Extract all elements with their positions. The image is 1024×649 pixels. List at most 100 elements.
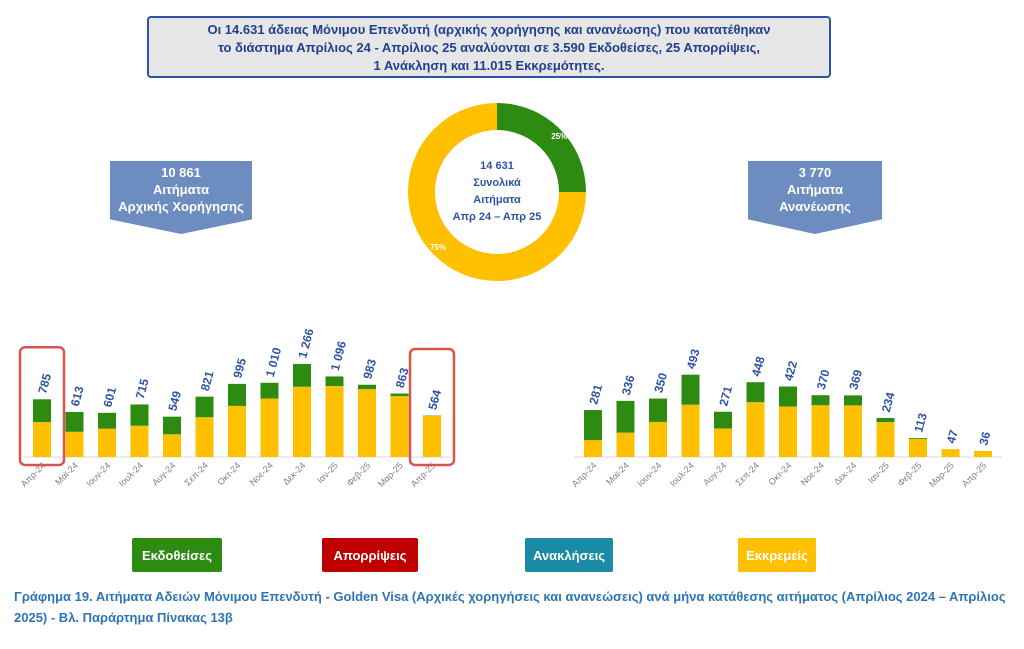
highlight-frame	[18, 346, 66, 467]
bar-total-label: 549	[165, 389, 184, 412]
bar-total-label: 370	[814, 368, 833, 391]
donut-center-label: Απρ 24 – Απρ 25	[453, 211, 542, 223]
bar-total-label: 601	[100, 385, 119, 408]
x-tick-label: Φεβ-25	[896, 460, 924, 488]
bar-segment-pending	[358, 389, 376, 457]
x-tick-label: Ιουλ-24	[117, 460, 145, 488]
bar-segment-issued	[746, 382, 765, 403]
bar-segment-issued	[811, 395, 830, 406]
x-tick-label: Οκτ-24	[766, 460, 793, 487]
bar-segment-pending	[33, 422, 51, 457]
bar-total-label: 564	[425, 388, 444, 411]
bar-segment-issued	[844, 395, 862, 406]
bar-segment-pending	[909, 438, 927, 457]
x-tick-label: Ιαν-25	[866, 460, 891, 485]
bar-segment-pending	[260, 398, 279, 457]
bar-total-label: 613	[68, 384, 87, 407]
bar-total-label: 36	[976, 430, 993, 447]
bar-segment-pending	[876, 422, 895, 457]
bar-total-label: 1 096	[328, 339, 349, 372]
renewal-requests-banner: 3 770 Αιτήματα Ανανέωσης	[748, 161, 882, 234]
bar-total-label: 785	[35, 372, 54, 395]
bar-total-label: 448	[749, 355, 768, 378]
bar-total-label: 863	[393, 366, 412, 389]
x-tick-label: Αυγ-24	[701, 460, 728, 487]
x-tick-label: Απρ-24	[570, 460, 599, 489]
bar-segment-issued	[130, 404, 149, 426]
bar-segment-issued	[260, 382, 279, 399]
bar-segment-pending	[974, 450, 992, 457]
summary-line-3: 1 Ανάκληση και 11.015 Εκκρεμότητες.	[373, 58, 605, 73]
bar-total-label: 234	[879, 390, 898, 413]
legend-issued: Εκδοθείσες	[132, 538, 222, 572]
summary-line-2: το διάστημα Απρίλιος 24 - Απρίλιος 25 αν…	[218, 40, 760, 55]
bar-total-label: 1 266	[295, 327, 316, 360]
bar-segment-pending	[584, 440, 602, 457]
x-tick-label: Ιουν-24	[84, 460, 112, 488]
bar-total-label: 113	[911, 411, 930, 434]
bar-segment-issued	[779, 386, 797, 407]
bar-total-label: 983	[360, 357, 379, 380]
bar-segment-pending	[65, 431, 84, 457]
bar-segment-pending	[325, 385, 344, 457]
bar-segment-pending	[228, 405, 246, 457]
renewal-requests-count: 3 770	[798, 165, 832, 180]
bar-segment-issued	[649, 398, 667, 422]
bar-segment-issued	[65, 411, 84, 432]
x-tick-label: Ιουν-24	[635, 460, 663, 488]
bar-total-label: 281	[586, 383, 605, 406]
initial-requests-label-2: Αρχικής Χορήγησης	[118, 199, 244, 214]
bar-segment-issued	[876, 417, 895, 423]
bar-total-label: 493	[684, 347, 703, 370]
bar-segment-issued	[584, 410, 602, 441]
x-tick-label: Σεπ-24	[733, 460, 760, 487]
donut-center-label: Αιτήματα	[473, 194, 521, 206]
bar-segment-pending	[779, 406, 797, 457]
bar-segment-issued	[681, 374, 700, 405]
bar-segment-issued	[616, 400, 635, 433]
bar-segment-pending	[746, 402, 765, 457]
initial-requests-count: 10 861	[161, 165, 201, 180]
bar-segment-pending	[98, 428, 116, 457]
bar-total-label: 995	[230, 356, 249, 379]
x-tick-label: Μαϊ-24	[604, 460, 631, 487]
x-tick-label: Αυγ-24	[150, 460, 177, 487]
x-tick-label: Ιαν-25	[315, 460, 340, 485]
bar-segment-pending	[649, 421, 667, 457]
bar-segment-pending	[390, 396, 409, 457]
bar-segment-pending	[130, 425, 149, 457]
bar-segment-issued	[390, 393, 409, 397]
bar-segment-pending	[616, 432, 635, 457]
highlight-frame	[408, 347, 456, 467]
bar-segment-pending	[293, 386, 311, 457]
bar-total-label: 47	[944, 428, 961, 445]
x-tick-label: Μαρ-25	[376, 460, 405, 489]
bar-segment-issued	[163, 416, 181, 435]
bar-segment-pending	[681, 404, 700, 457]
bar-total-label: 369	[846, 368, 865, 391]
x-tick-label: Δεκ-24	[281, 460, 308, 487]
bar-total-label: 821	[198, 369, 217, 392]
legend-revoked: Ανακλήσεις	[525, 538, 613, 572]
x-tick-label: Μαρ-25	[927, 460, 956, 489]
bar-segment-pending	[811, 405, 830, 457]
bar-segment-pending	[163, 434, 181, 457]
bar-total-label: 336	[619, 373, 638, 396]
donut-center-label: 14 631	[480, 160, 514, 172]
renewal-requests-label-2: Ανανέωσης	[779, 199, 851, 214]
bar-segment-pending	[941, 449, 960, 457]
x-tick-label: Ιουλ-24	[668, 460, 696, 488]
summary-box: Οι 14.631 άδειας Μόνιμου Επενδυτή (αρχικ…	[147, 16, 831, 78]
bar-segment-pending	[195, 417, 214, 457]
bar-total-label: 271	[716, 384, 735, 407]
bar-segment-issued	[195, 396, 214, 418]
bar-segment-issued	[98, 412, 116, 429]
donut-slice-label: 25%	[551, 132, 567, 141]
x-tick-label: Σεπ-24	[182, 460, 209, 487]
x-tick-label: Νοε-24	[799, 460, 826, 487]
x-tick-label: Οκτ-24	[215, 460, 242, 487]
bar-segment-issued	[714, 411, 732, 429]
renewal-requests-label-1: Αιτήματα	[786, 182, 844, 197]
bar-segment-pending	[423, 415, 441, 457]
